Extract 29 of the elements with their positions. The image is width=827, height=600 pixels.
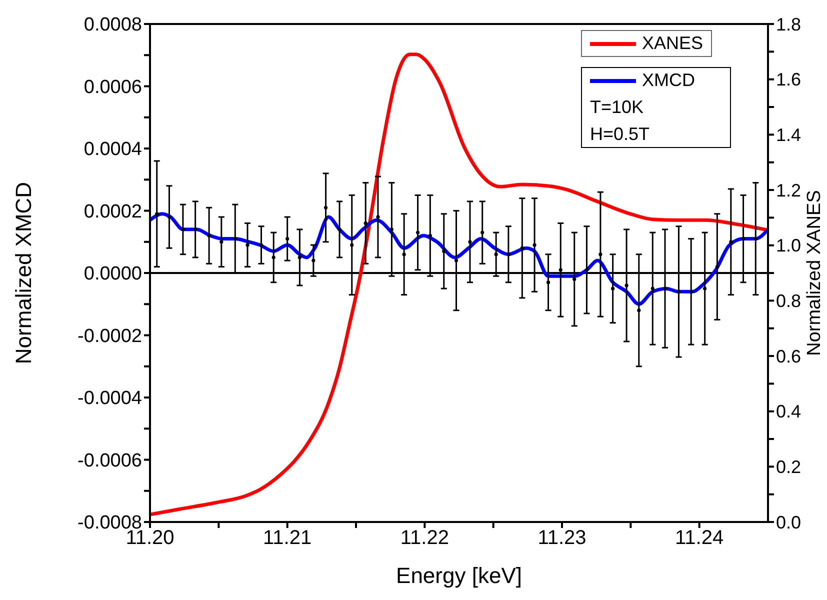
- y-tick-label: -0.0002: [78, 326, 142, 347]
- y2-tick-label: 1.0: [776, 236, 802, 256]
- y2-tick-label: 1.8: [776, 14, 802, 34]
- x-tick-label: 11.23: [538, 527, 586, 550]
- x-tick-label: 11.21: [263, 527, 312, 550]
- x-tick-label: 11.22: [400, 527, 449, 550]
- legend-label: XMCD: [642, 70, 695, 91]
- x-axis-title: Energy [keV]: [396, 563, 522, 589]
- y-tick-label: -0.0004: [78, 388, 142, 410]
- y2-tick-label: 1.6: [776, 70, 802, 90]
- y2-tick-label: 1.4: [776, 125, 802, 146]
- y-tick-label: 0.0000: [84, 264, 142, 285]
- x-tick-label: 11.24: [675, 527, 724, 550]
- y-tick-label: 0.0006: [84, 76, 142, 98]
- annotation: H=0.5T: [590, 124, 651, 145]
- y2-tick-label: 0.0: [776, 512, 802, 532]
- y2-tick-label: 0.2: [776, 457, 802, 478]
- y2-tick-label: 0.4: [776, 402, 802, 422]
- annotation: T=10K: [590, 97, 645, 118]
- legend-label: XANES: [642, 33, 704, 54]
- y2-tick-label: 0.8: [776, 291, 802, 312]
- y-tick-label: 0.0008: [84, 14, 142, 36]
- y-tick-label: -0.0006: [78, 450, 142, 472]
- y-tick-label: 0.0002: [84, 201, 142, 222]
- y2-tick-label: 0.6: [776, 346, 802, 366]
- y2-tick-label: 1.2: [776, 180, 802, 200]
- y-axis-title: Normalized XMCD: [11, 182, 37, 364]
- y-tick-label: 0.0004: [84, 139, 142, 160]
- y2-axis-title: Normalized XANES: [804, 190, 826, 356]
